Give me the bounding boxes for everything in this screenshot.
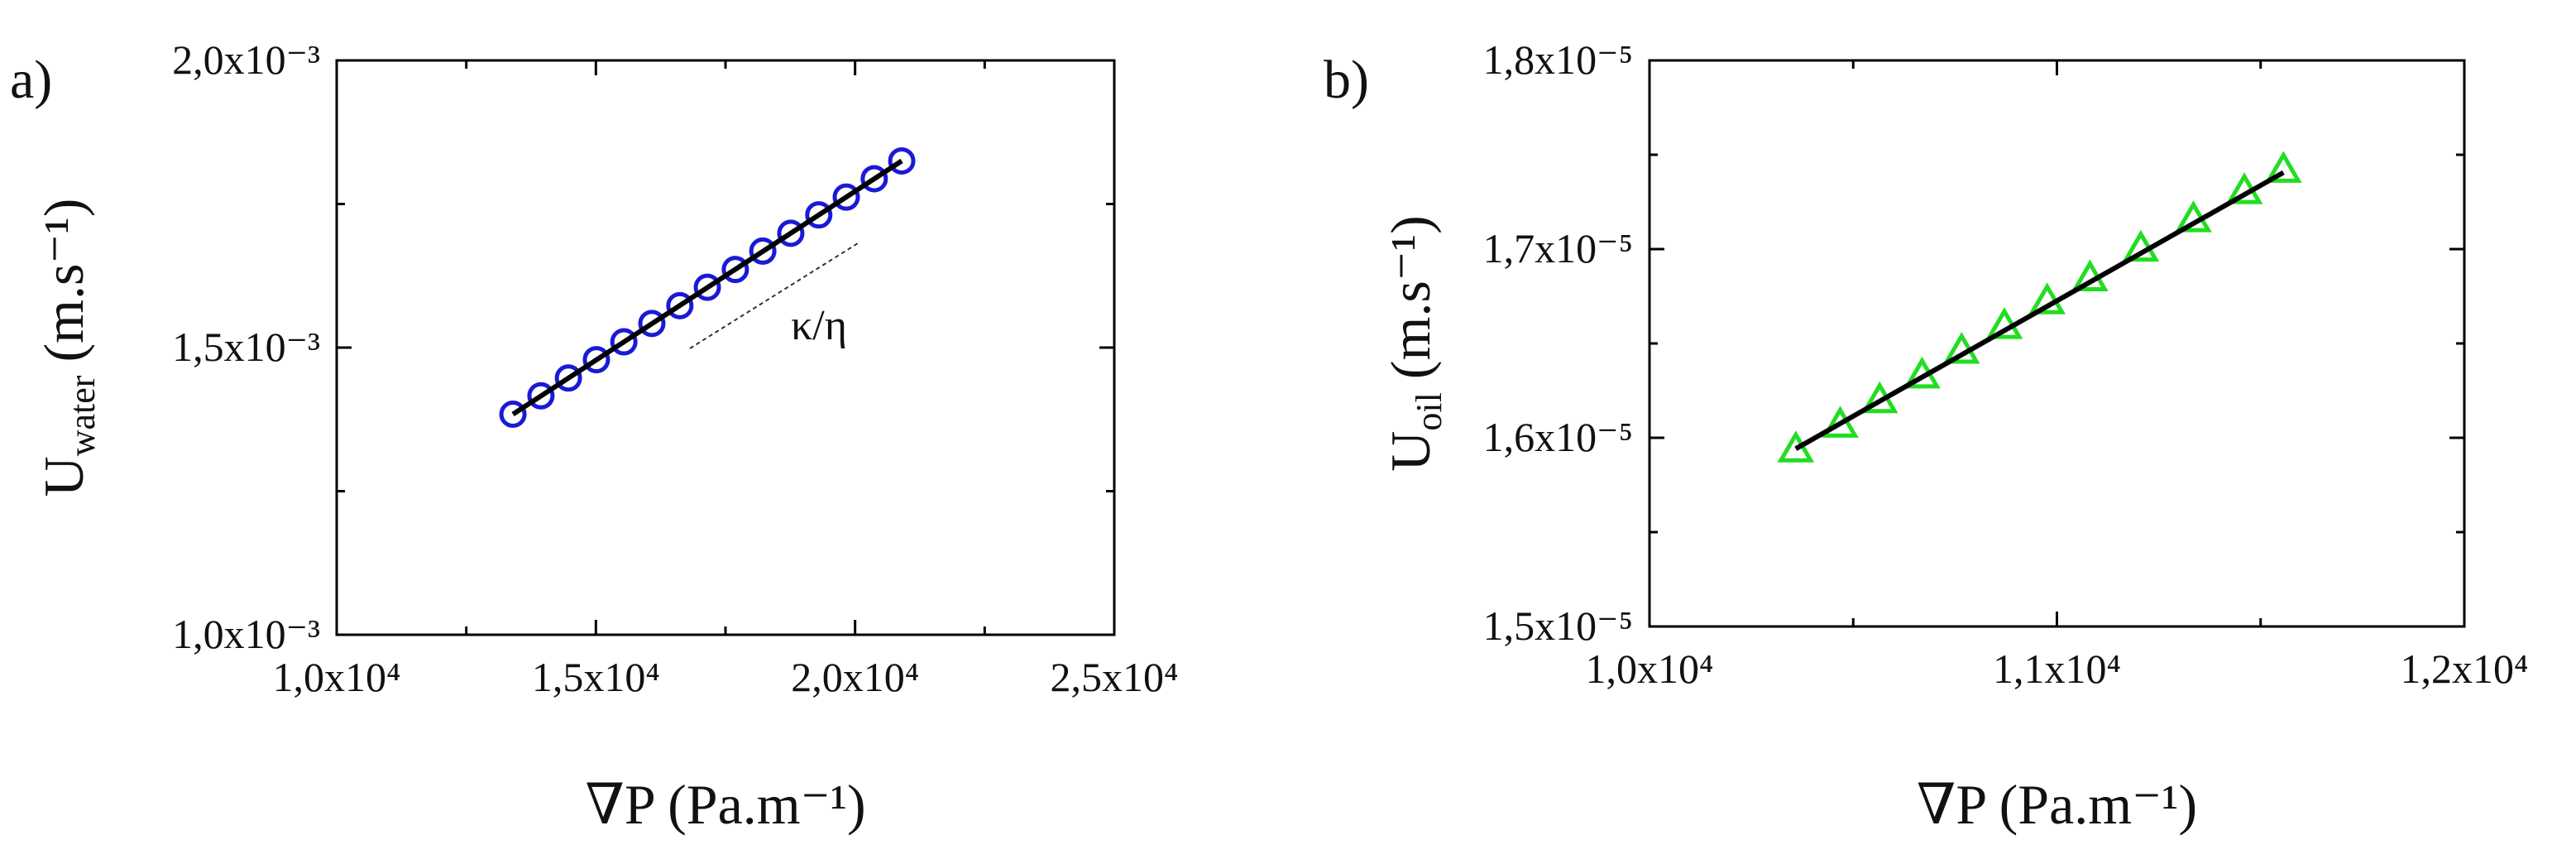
x-tick-label: 1,2x10⁴ — [2401, 646, 2529, 692]
point — [582, 346, 610, 374]
y-axis-main: U — [1379, 431, 1442, 472]
annotation: κ/η — [791, 302, 847, 349]
y-tick-label: 1,5x10⁻³ — [172, 324, 320, 370]
panel-label: b) — [1324, 50, 1369, 110]
y-axis-unit: (m.s⁻¹) — [1379, 215, 1442, 379]
y-axis-title: Uwater (m.s⁻¹) — [32, 199, 103, 497]
x-tick-label: 1,5x10⁴ — [532, 654, 660, 700]
point — [499, 401, 527, 429]
point — [721, 256, 749, 284]
point — [554, 364, 582, 392]
fit-line — [1794, 170, 2285, 451]
point — [888, 146, 916, 175]
point — [527, 382, 555, 410]
y-tick-label: 2,0x10⁻³ — [172, 36, 320, 83]
point — [832, 183, 860, 211]
fit-line — [511, 158, 903, 417]
x-tick-label: 2,0x10⁴ — [791, 654, 919, 700]
y-tick-label: 1,8x10⁻⁵ — [1483, 36, 1633, 83]
point — [805, 201, 833, 229]
y-tick-label: 1,5x10⁻⁵ — [1483, 602, 1633, 649]
x-axis-title: ∇P (Pa.m⁻¹) — [1917, 773, 2197, 836]
y-axis-unit: (m.s⁻¹) — [32, 199, 95, 362]
point — [610, 328, 638, 356]
x-tick-label: 1,1x10⁴ — [1993, 646, 2121, 692]
point — [1777, 430, 1815, 463]
point — [749, 237, 777, 265]
point — [638, 310, 666, 338]
point — [666, 291, 694, 319]
y-axis-sub: oil — [1409, 392, 1449, 430]
panel-label: a) — [10, 50, 52, 110]
y-axis-main: U — [32, 456, 95, 497]
x-tick-label: 1,0x10⁴ — [273, 654, 401, 700]
y-tick-label: 1,6x10⁻⁵ — [1483, 414, 1633, 460]
x-tick-label: 2,5x10⁴ — [1051, 654, 1179, 700]
y-axis-sub: water — [62, 375, 103, 456]
point — [1822, 406, 1859, 438]
point — [693, 273, 721, 301]
x-axis-title: ∇P (Pa.m⁻¹) — [585, 773, 865, 836]
slope-guide — [689, 242, 859, 349]
y-axis-title: Uoil (m.s⁻¹) — [1379, 215, 1449, 472]
plot-frame — [1648, 59, 2466, 628]
y-tick-label: 1,0x10⁻³ — [172, 611, 320, 657]
point — [777, 219, 805, 247]
y-tick-label: 1,7x10⁻⁵ — [1483, 225, 1633, 271]
plot-frame — [335, 59, 1116, 636]
x-tick-label: 1,0x10⁴ — [1586, 646, 1714, 692]
point — [860, 165, 888, 193]
point — [2264, 151, 2302, 183]
